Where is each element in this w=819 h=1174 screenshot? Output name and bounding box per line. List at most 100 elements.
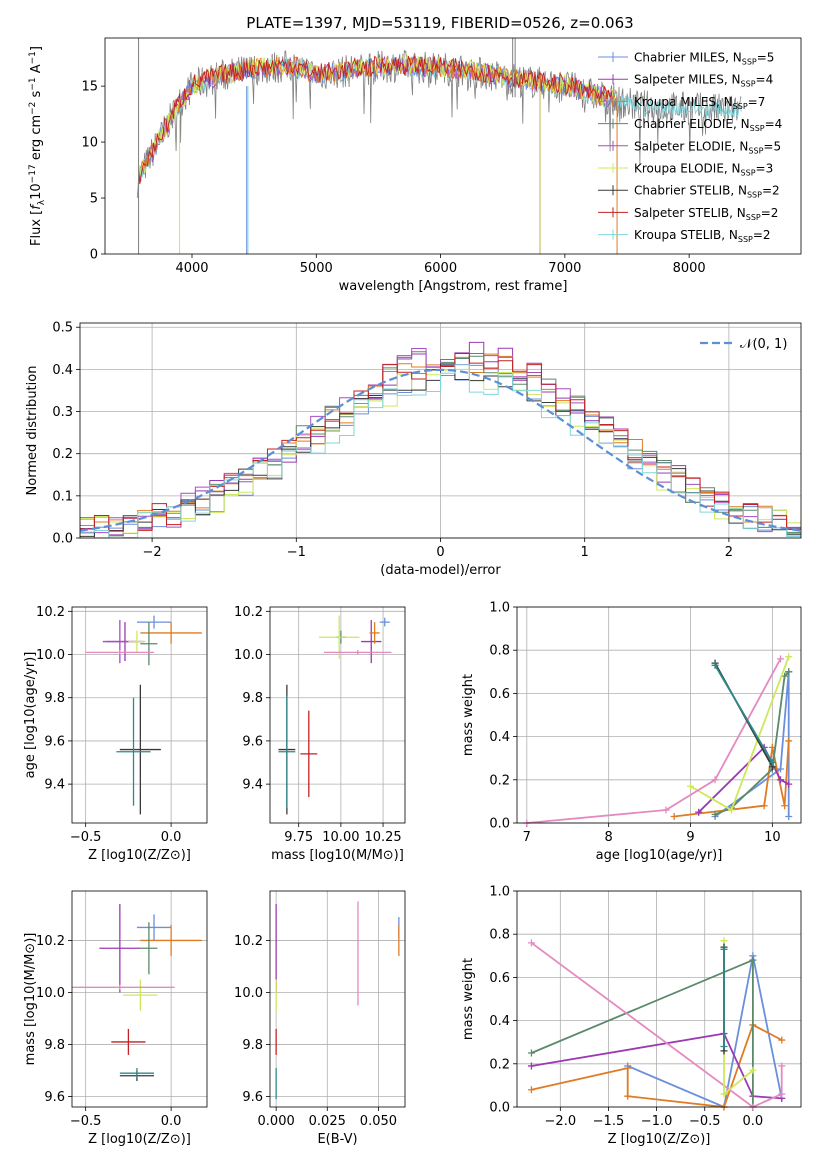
errorbar-point: [278, 695, 296, 808]
y-tick-label: 9.4: [44, 778, 65, 793]
axes-frame: [71, 890, 208, 1108]
errorbar-point: [116, 697, 151, 806]
mass-vs-metallicity-panel: −0.5 0.0 9.6 9.8 10.0 10.2 Z [log10(Z/Z⊙)] mass…: [23, 890, 208, 1147]
y-tick-label: 0.0: [52, 532, 73, 547]
series-marker: [527, 939, 535, 947]
legend-label: Chabrier ELODIE, NSSP=4: [634, 117, 782, 133]
y-tick-label: 0.2: [489, 1057, 510, 1072]
x-tick-label: −0.5: [70, 1114, 102, 1129]
y-tick-label: 0.0: [489, 1101, 510, 1116]
x-tick-label: 5000: [300, 261, 333, 276]
errorbar-point: [140, 922, 158, 975]
errorbar-point: [136, 914, 172, 941]
errorbar-point: [136, 615, 172, 629]
errorbar-point: [123, 979, 158, 1011]
x-tick-label: −2.0: [545, 1114, 577, 1129]
lines: [527, 937, 786, 1111]
series-marker: [749, 1066, 757, 1074]
x-axis-label: mass [log10(M/M⊙)]: [271, 848, 404, 863]
x-axis-label: Z [log10(Z/Z⊙)]: [608, 1132, 711, 1147]
legend-label: Chabrier STELIB, NSSP=2: [634, 184, 780, 200]
y-tick-label: 5: [90, 192, 98, 207]
series-marker: [768, 759, 776, 767]
errorbar-point: [99, 904, 141, 993]
residuals-panel: −2 −1 0 1 2 0.0 0.1 0.2 0.3 0.4 0.5 (data-model)/er…: [25, 321, 802, 578]
series-marker: [785, 668, 793, 676]
x-tick-label: 6000: [424, 261, 457, 276]
series-marker: [720, 937, 728, 945]
model-spectrum-tail: [614, 91, 742, 119]
x-tick-label: 10.25: [364, 830, 401, 845]
x-tick-label: 9: [686, 830, 694, 845]
x-axis-label: Z [log10(Z/Z⊙)]: [88, 1132, 191, 1147]
x-tick-label: 0.0: [743, 1114, 764, 1129]
x-tick-label: 7: [523, 830, 531, 845]
y-tick-label: 0.2: [489, 773, 510, 788]
series-line-kroupa_miles: [531, 1023, 783, 1108]
errorbar-point: [140, 924, 202, 957]
x-tick-label: 0: [436, 545, 444, 560]
axes-frame: [269, 890, 406, 1108]
legend-label: 𝒩(0, 1): [740, 337, 787, 352]
series-marker: [760, 802, 768, 810]
spectrum-panel: 4000 5000 6000 7000 8000 0 5 10 15 wavelength [An…: [28, 37, 802, 294]
y-tick-label: 9.4: [242, 778, 263, 793]
errorbar-point: [111, 1028, 146, 1055]
axes-frame: [104, 37, 802, 255]
y-axis-label: Normed distribution: [25, 366, 40, 496]
series-marker: [695, 808, 703, 816]
x-tick-label: 8000: [673, 261, 706, 276]
y-tick-label: 0.6: [489, 971, 510, 986]
series-marker: [777, 655, 785, 663]
y-tick-label: 0.3: [52, 405, 73, 420]
series-marker: [778, 1090, 786, 1098]
histogram-salpeter_stelib: [80, 352, 801, 538]
x-tick-label: −1.0: [641, 1114, 673, 1129]
series-marker: [727, 806, 735, 814]
series-marker: [624, 1092, 632, 1100]
legend-label: Chabrier MILES, NSSP=5: [634, 51, 774, 67]
y-tick-label: 0.4: [489, 730, 510, 745]
axes-frame: [79, 322, 802, 539]
series-marker: [720, 1043, 728, 1051]
x-tick-label: 10.00: [322, 830, 359, 845]
x-axis-label: age [log10(age/yr)]: [596, 848, 723, 863]
y-axis-label: age [log10(age/yr)]: [23, 652, 38, 779]
figure-title: PLATE=1397, MJD=53119, FIBERID=0526, z=0…: [246, 14, 633, 32]
y-tick-label: 10.2: [36, 605, 65, 620]
y-tick-label: 1.0: [489, 885, 510, 900]
histograms: [80, 341, 801, 538]
y-tick-label: 1.0: [489, 601, 510, 616]
series-marker: [777, 765, 785, 773]
series-line-salpeter_miles: [531, 1032, 782, 1100]
x-axis-label: (data-model)/error: [380, 563, 501, 578]
y-tick-label: 10.0: [234, 648, 263, 663]
series-marker: [711, 810, 719, 818]
y-tick-label: 9.8: [242, 691, 263, 706]
series-line-teal: [714, 664, 774, 763]
x-tick-label: −1: [287, 545, 306, 560]
series-marker: [778, 1036, 786, 1044]
legend-label: Kroupa STELIB, NSSP=2: [634, 228, 771, 244]
mass-vs-ebv-panel: 0.000 0.025 0.050 9.6 9.8 10.0 10.2 E(B-V): [234, 890, 406, 1147]
axes-frame: [269, 606, 406, 824]
series-marker: [670, 813, 678, 821]
series-marker: [778, 1062, 786, 1070]
x-tick-label: 10: [764, 830, 781, 845]
model-spectrum-salpeter_stelib: [138, 55, 613, 184]
x-axis-label: E(B-V): [317, 1132, 357, 1147]
legend-label: Salpeter ELODIE, NSSP=5: [634, 139, 781, 155]
x-tick-label: −2: [143, 545, 162, 560]
errorbar-point: [119, 684, 161, 815]
gaussian-curve: [80, 368, 801, 532]
series-marker: [720, 1090, 728, 1098]
series-marker: [785, 737, 793, 745]
x-axis-label: Z [log10(Z/Z⊙)]: [88, 848, 191, 863]
y-tick-label: 9.8: [44, 691, 65, 706]
y-axis-label: mass weight: [461, 674, 476, 756]
errorbar-point: [324, 650, 392, 655]
legend-label: Salpeter STELIB, NSSP=2: [634, 206, 778, 222]
errorbar-point: [361, 619, 382, 664]
errorbar-point: [379, 617, 390, 627]
